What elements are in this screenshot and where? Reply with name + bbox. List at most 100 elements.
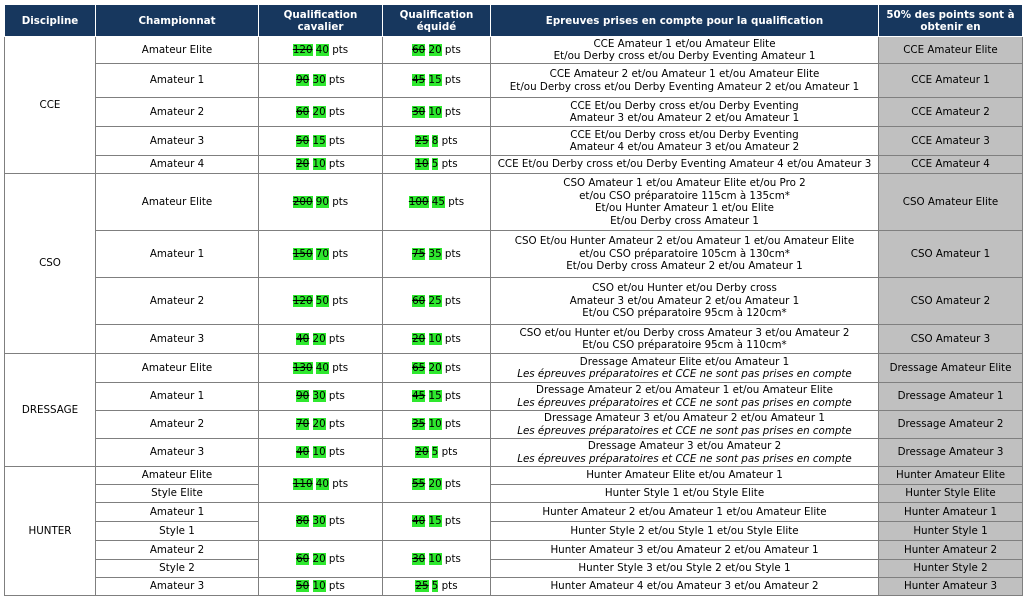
cavalier-new-value: 30 xyxy=(312,74,326,87)
championnat-cell: Amateur 1 xyxy=(95,502,259,522)
pts-unit: pts xyxy=(441,580,458,593)
fifty-percent-cell: CCE Amateur 4 xyxy=(878,155,1023,174)
equide-old-value: 75 xyxy=(412,247,426,260)
equide-new-value: 10 xyxy=(428,552,442,565)
epreuves-cell: CSO Amateur 1 et/ou Amateur Elite et/ou … xyxy=(490,173,879,231)
championnat-cell: Style Elite xyxy=(95,484,259,503)
fifty-percent-cell: Dressage Amateur Elite xyxy=(878,353,1023,383)
table-row: Amateur 3 50 15 pts 25 8 pts CCE Et/ou Derb… xyxy=(5,126,1023,156)
epreuves-line: Dressage Amateur 3 et/ou Amateur 2 xyxy=(587,440,782,452)
equide-old-value: 30 xyxy=(412,105,426,118)
equide-new-value: 35 xyxy=(428,247,442,260)
epreuves-line: Hunter Amateur 3 et/ou Amateur 2 et/ou A… xyxy=(550,543,819,556)
championnat-cell: Amateur 2 xyxy=(95,277,259,325)
pts-unit: pts xyxy=(328,418,345,431)
pts-unit: pts xyxy=(328,158,345,171)
qual-cavalier-cell: 60 20 pts xyxy=(258,540,383,578)
fifty-percent-cell: Dressage Amateur 1 xyxy=(878,382,1023,411)
fifty-percent-cell: CSO Amateur Elite xyxy=(878,173,1023,231)
qual-equide-cell: 40 15 pts xyxy=(382,502,491,541)
championnat-cell: Amateur 1 xyxy=(95,382,259,411)
table-row: HUNTER Amateur Elite 110 40 pts 55 20 pts Hu… xyxy=(4,466,1023,596)
discipline-cell: CSO xyxy=(4,173,96,354)
fifty-percent-cell: Hunter Amateur 2 xyxy=(878,540,1023,560)
pts-unit: pts xyxy=(332,247,349,260)
equide-old-value: 60 xyxy=(412,294,426,307)
header-qual-equide: Qualification équidé xyxy=(382,4,491,37)
equide-new-value: 5 xyxy=(431,446,439,459)
epreuves-cell: Hunter Style 1 et/ou Style Elite xyxy=(490,484,879,503)
equide-new-value: 20 xyxy=(428,43,442,56)
fifty-percent-cell: Hunter Amateur 3 xyxy=(878,577,1023,596)
pts-unit: pts xyxy=(328,552,345,565)
equide-old-value: 20 xyxy=(412,332,426,345)
epreuves-line: Amateur 3 et/ou Amateur 2 et/ou Amateur … xyxy=(569,294,800,307)
fifty-percent-cell: CSO Amateur 2 xyxy=(878,277,1023,325)
equide-new-value: 5 xyxy=(431,158,439,171)
discipline-cell: DRESSAGE xyxy=(4,353,96,467)
table-row: Amateur 2 60 20 pts 30 10 pts CCE Et/ou Der… xyxy=(5,97,1023,127)
table-row: Amateur 1 90 30 pts 45 15 pts Dressage Amat… xyxy=(5,382,1023,411)
championnat-cell: Style 2 xyxy=(95,559,259,578)
epreuves-line: Hunter Style 3 et/ou Style 2 et/ou Style… xyxy=(578,562,791,575)
equide-new-value: 15 xyxy=(428,74,442,87)
epreuves-cell: CCE Et/ou Derby cross et/ou Derby Eventi… xyxy=(490,97,879,127)
cavalier-old-value: 50 xyxy=(296,134,310,147)
cavalier-old-value: 200 xyxy=(292,195,313,208)
cavalier-old-value: 70 xyxy=(296,418,310,431)
qual-cavalier-cell: 120 40 pts xyxy=(258,36,383,64)
equide-old-value: 20 xyxy=(415,446,429,459)
epreuves-line: CCE Amateur 2 et/ou Amateur 1 et/ou Amat… xyxy=(549,68,820,80)
epreuves-note: Les épreuves préparatoires et CCE ne son… xyxy=(517,368,852,380)
qual-cavalier-cell: 50 15 pts xyxy=(258,126,383,156)
equide-old-value: 10 xyxy=(415,158,429,171)
equide-old-value: 45 xyxy=(412,74,426,87)
epreuves-cell: CCE Et/ou Derby cross et/ou Derby Eventi… xyxy=(490,126,879,156)
epreuves-line: Amateur 4 et/ou Amateur 3 et/ou Amateur … xyxy=(569,141,800,153)
cavalier-old-value: 40 xyxy=(296,446,310,459)
cavalier-new-value: 10 xyxy=(312,446,326,459)
qual-cavalier-cell: 200 90 pts xyxy=(258,173,383,231)
pts-unit: pts xyxy=(444,74,461,87)
championnat-cell: Amateur 3 xyxy=(95,126,259,156)
equide-old-value: 30 xyxy=(412,552,426,565)
epreuves-cell: CCE Et/ou Derby cross et/ou Derby Eventi… xyxy=(490,155,879,174)
fifty-percent-cell: CCE Amateur Elite xyxy=(878,36,1023,64)
cavalier-new-value: 40 xyxy=(315,43,329,56)
qualification-table: Discipline Championnat Qualification cav… xyxy=(4,4,1023,596)
qual-cavalier-cell: 130 40 pts xyxy=(258,353,383,383)
championnat-cell: Amateur 3 xyxy=(95,438,259,467)
pts-unit: pts xyxy=(444,515,461,528)
qual-cavalier-cell: 60 20 pts xyxy=(258,97,383,127)
championnat-cell: Amateur 4 xyxy=(95,155,259,174)
fifty-percent-cell: Hunter Amateur Elite xyxy=(878,466,1023,485)
cavalier-old-value: 60 xyxy=(296,105,310,118)
table-row: CCE Amateur Elite 120 40 pts 60 20 pts CCE A… xyxy=(4,36,1023,174)
qual-cavalier-cell: 40 20 pts xyxy=(258,324,383,354)
epreuves-line: Amateur 3 et/ou Amateur 2 et/ou Amateur … xyxy=(569,112,800,124)
qual-equide-cell: 60 25 pts xyxy=(382,277,491,325)
epreuves-line: Et/ou CSO préparatoire 95cm à 110cm* xyxy=(582,339,787,351)
table-row: Amateur 4 20 10 pts 10 5 pts CCE Et/ou Derb… xyxy=(5,155,1023,174)
qual-equide-cell: 45 15 pts xyxy=(382,63,491,98)
table-row: CSO Amateur Elite 200 90 pts 100 45 pts CSO … xyxy=(4,173,1023,354)
table-row: Amateur 3 40 10 pts 20 5 pts Dressage Amate… xyxy=(5,438,1023,467)
epreuves-line: Et/ou Derby cross et/ou Derby Eventing A… xyxy=(509,80,860,93)
epreuves-note: Les épreuves préparatoires et CCE ne son… xyxy=(517,424,852,437)
pts-unit: pts xyxy=(444,552,461,565)
pts-unit: pts xyxy=(328,332,345,345)
qual-equide-cell: 10 5 pts xyxy=(382,155,491,174)
qual-equide-cell: 25 8 pts xyxy=(382,126,491,156)
fifty-percent-cell: CSO Amateur 3 xyxy=(878,324,1023,354)
equide-old-value: 65 xyxy=(412,361,426,374)
table-row: Style 1 Hunter Style 2 et/ou Style 1 et/o… xyxy=(5,521,1023,541)
epreuves-line: CCE Amateur 1 et/ou Amateur Elite xyxy=(593,37,776,50)
cavalier-old-value: 60 xyxy=(296,552,310,565)
pts-unit: pts xyxy=(328,446,345,459)
epreuves-cell: CCE Amateur 1 et/ou Amateur Elite Et/ou D… xyxy=(490,36,879,64)
pts-unit: pts xyxy=(444,418,461,431)
equide-new-value: 8 xyxy=(431,134,439,147)
qual-cavalier-cell: 50 10 pts xyxy=(258,577,383,596)
header-championnat: Championnat xyxy=(95,4,259,37)
epreuves-line: Hunter Amateur 2 et/ou Amateur 1 et/ou A… xyxy=(542,505,827,518)
